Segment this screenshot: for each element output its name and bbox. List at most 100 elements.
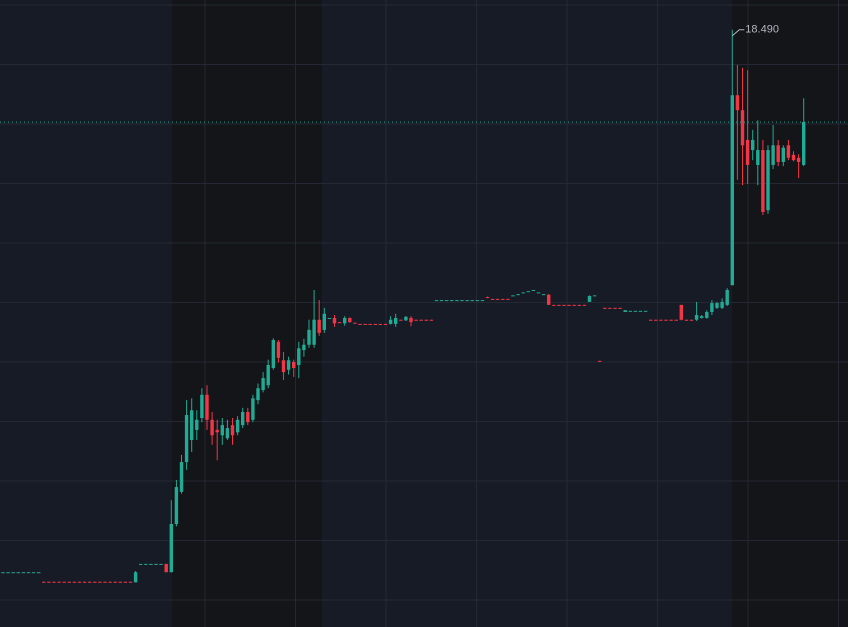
candle-body: [587, 295, 592, 302]
candle-body: [608, 307, 612, 309]
candle-body: [394, 317, 398, 324]
candle-body: [241, 412, 245, 426]
candle-body: [720, 301, 724, 308]
candle-body: [526, 291, 530, 293]
candle-body: [598, 360, 602, 362]
candle-body: [582, 304, 587, 306]
candle-body: [633, 310, 638, 312]
candle-body: [26, 572, 31, 574]
candle-body: [159, 563, 163, 565]
candle-body: [322, 313, 326, 330]
candle-body: [490, 298, 495, 300]
candle-body: [460, 300, 464, 302]
candle-body: [766, 150, 770, 211]
candle-body: [439, 300, 444, 302]
candle-body: [475, 300, 479, 302]
candle-body: [343, 317, 347, 324]
candle-body: [184, 415, 189, 463]
candle-body: [358, 323, 362, 325]
candle-body: [302, 344, 306, 351]
candle-body: [149, 563, 153, 565]
candle-body: [694, 314, 699, 320]
candle-body: [399, 319, 403, 321]
candle-body: [419, 319, 423, 321]
candle-body: [230, 425, 235, 436]
annotation-label: 18.490: [745, 24, 779, 36]
candle-body: [276, 341, 281, 358]
candle-body: [93, 581, 97, 583]
session-band: [732, 0, 848, 627]
candle-body: [429, 319, 434, 321]
candle-body: [190, 410, 194, 441]
candle-body: [118, 581, 122, 583]
candle-body: [220, 425, 224, 436]
candle-body: [88, 581, 92, 583]
candle-body: [123, 581, 128, 583]
candle-body: [271, 339, 275, 368]
session-band: [172, 0, 322, 627]
candle-body: [409, 317, 413, 323]
candle-body: [133, 572, 138, 583]
candle-body: [388, 319, 393, 324]
candle-body: [154, 563, 158, 565]
candle-body: [307, 329, 311, 345]
candle-body: [98, 581, 102, 583]
candle-body: [480, 300, 485, 302]
candle-body: [761, 150, 765, 212]
candle-body: [195, 419, 199, 430]
candle-body: [414, 319, 418, 321]
candle-body: [215, 429, 219, 433]
candle-body: [37, 572, 41, 574]
candle-body: [373, 323, 377, 325]
candle-body: [613, 307, 617, 309]
candle-body: [684, 319, 689, 321]
candle-body: [674, 319, 678, 321]
candle-body: [638, 310, 643, 312]
candle-body: [506, 298, 510, 300]
candle-body: [225, 428, 230, 439]
candle-body: [1, 572, 5, 574]
candle-body: [42, 581, 46, 583]
candle-body: [567, 304, 571, 306]
candle-body: [246, 412, 250, 423]
candle-body: [618, 307, 622, 309]
candle-body: [791, 154, 796, 161]
candle-body: [200, 394, 204, 418]
candle-body: [664, 319, 668, 321]
candle-body: [383, 323, 388, 325]
candle-body: [536, 292, 541, 294]
candle-body: [592, 295, 597, 297]
candle-body: [623, 310, 627, 313]
candle-body: [169, 523, 173, 573]
candle-body: [700, 316, 704, 318]
candle-body: [751, 139, 755, 151]
candle-body: [455, 300, 459, 302]
candle-body: [72, 581, 77, 583]
candle-body: [735, 95, 740, 111]
candle-body: [715, 303, 719, 308]
candle-body: [363, 323, 367, 325]
candle-body: [128, 581, 133, 583]
candle-body: [531, 289, 536, 291]
candle-body: [31, 572, 36, 574]
candle-body: [251, 398, 255, 420]
candle-body: [796, 157, 801, 162]
candle-body: [450, 300, 454, 302]
candle-body: [730, 95, 734, 286]
candle-body: [496, 298, 500, 300]
candle-body: [745, 139, 750, 165]
candle-body: [235, 419, 240, 433]
candle-body: [710, 303, 714, 313]
candle-body: [281, 360, 286, 373]
candle-body: [771, 145, 775, 165]
candle-body: [541, 294, 546, 296]
candle-body: [327, 317, 332, 319]
candle-body: [266, 365, 270, 386]
candle-body: [332, 317, 337, 324]
candle-body: [286, 360, 291, 370]
candle-body: [643, 310, 648, 312]
candle-body: [776, 145, 780, 162]
candle-body: [378, 323, 383, 325]
